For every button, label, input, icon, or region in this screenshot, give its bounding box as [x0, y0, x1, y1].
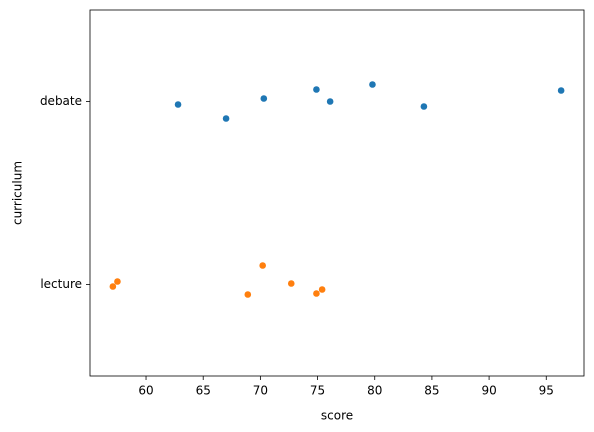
- point: [174, 101, 182, 108]
- point: [114, 278, 121, 285]
- point: [420, 103, 428, 110]
- x-tick-label: 90: [481, 384, 496, 398]
- point: [244, 291, 252, 298]
- point: [287, 280, 295, 287]
- point: [109, 283, 117, 290]
- x-tick-label: 85: [424, 384, 439, 398]
- point: [369, 81, 376, 88]
- point: [313, 290, 320, 297]
- x-tick-label: 70: [253, 384, 268, 398]
- x-tick-label: 75: [310, 384, 325, 398]
- x-tick-label: 65: [196, 384, 211, 398]
- y-tick-label: debate: [40, 94, 82, 108]
- x-tick-label: 60: [138, 384, 153, 398]
- x-tick-label: 95: [539, 384, 554, 398]
- y-axis-label: curriculum: [11, 161, 25, 225]
- point: [260, 95, 268, 102]
- point: [259, 262, 266, 269]
- point: [557, 87, 565, 94]
- plot-frame: [89, 9, 585, 377]
- point: [313, 86, 320, 93]
- point: [326, 98, 334, 105]
- y-tick-label: lecture: [40, 277, 82, 291]
- point: [222, 115, 230, 122]
- x-tick-label: 80: [367, 384, 382, 398]
- x-axis-label: score: [321, 409, 353, 423]
- point: [318, 286, 326, 293]
